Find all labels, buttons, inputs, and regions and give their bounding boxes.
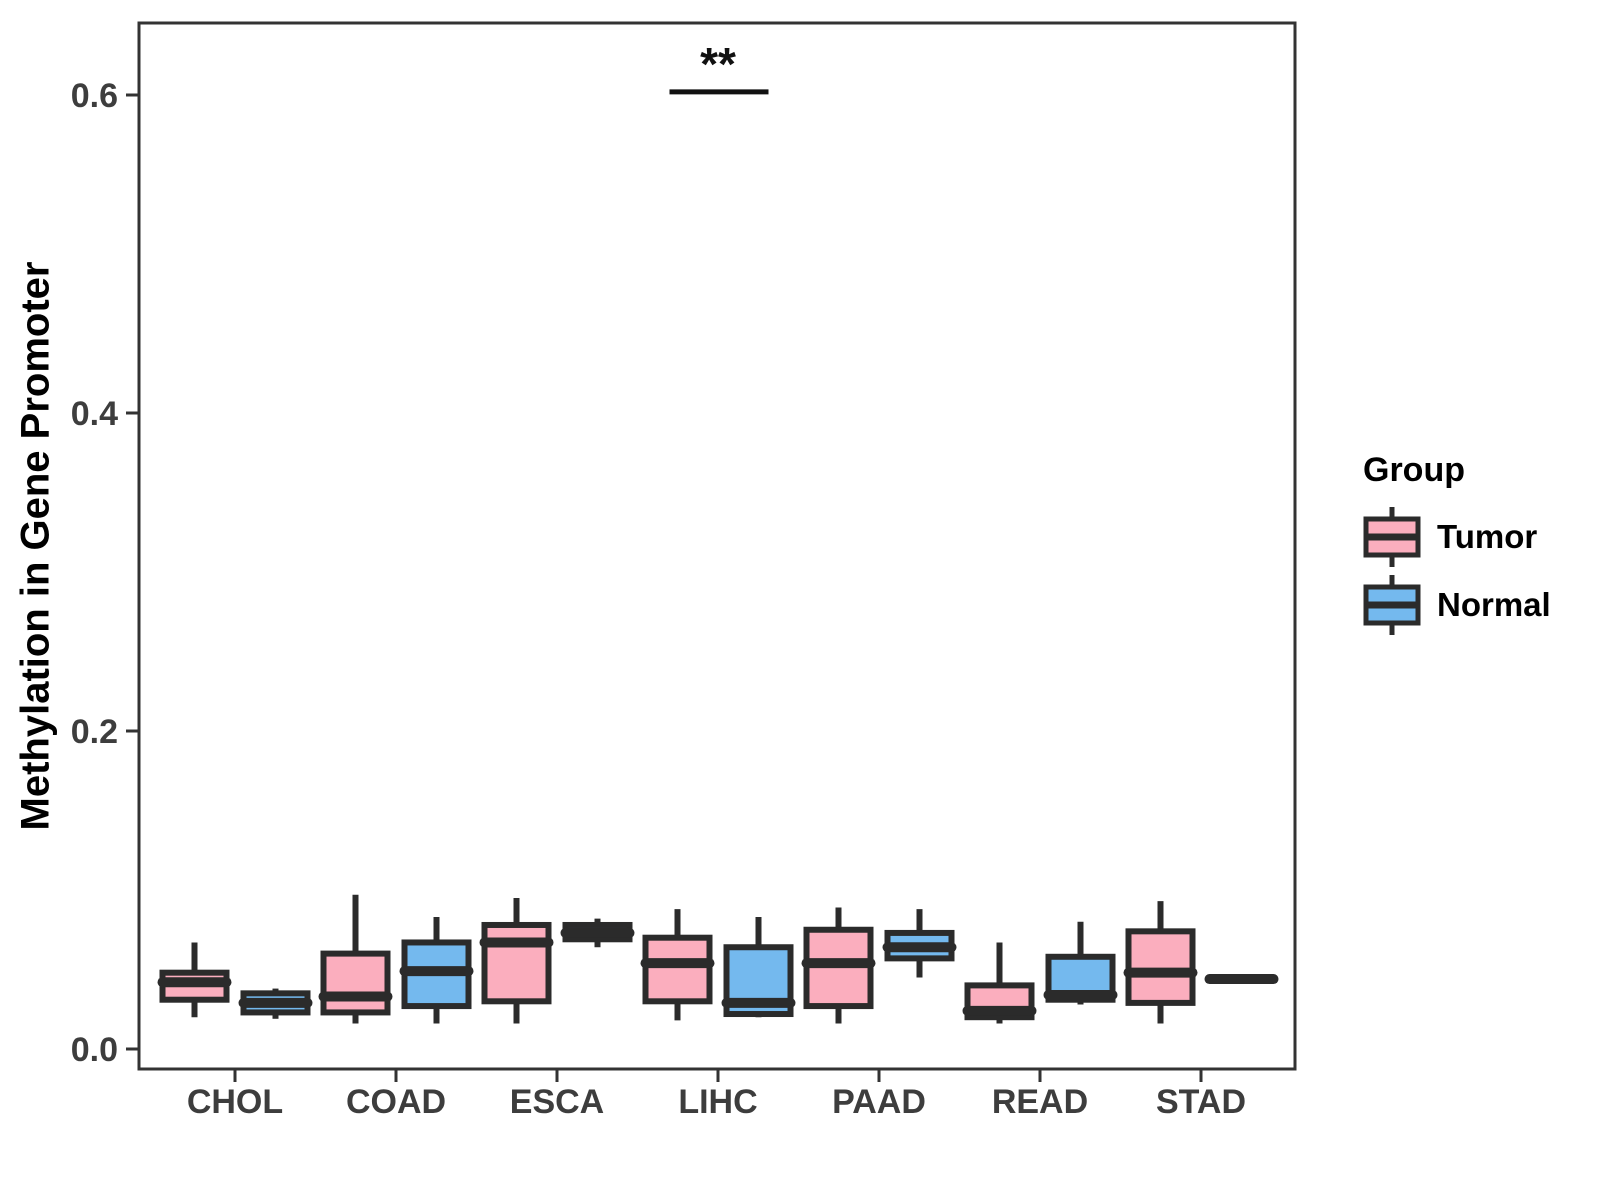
x-tick-label: PAAD [832, 1083, 926, 1121]
y-tick-label: 0.2 [71, 713, 118, 751]
significance-stars: ** [700, 38, 736, 90]
legend-label: Tumor [1437, 518, 1538, 556]
x-tick-label: COAD [346, 1083, 446, 1121]
y-tick-label: 0.0 [71, 1031, 118, 1069]
x-tick-label: LIHC [678, 1083, 757, 1121]
legend-entries: Tumor Normal [1363, 503, 1593, 639]
x-tick-label: READ [992, 1083, 1088, 1121]
x-tick-label: STAD [1156, 1083, 1246, 1121]
box-tumor [1125, 928, 1196, 1006]
legend-key-tumor-icon [1363, 507, 1421, 568]
legend-title: Group [1363, 451, 1465, 489]
panel-border [137, 21, 1297, 1071]
y-tick-label: 0.6 [71, 77, 118, 115]
legend-entry-tumor: Tumor [1363, 503, 1593, 571]
legend-entry-normal: Normal [1363, 571, 1593, 639]
y-tick-label: 0.4 [71, 395, 118, 433]
box-tumor [320, 950, 391, 1016]
legend-key-normal-icon [1363, 575, 1421, 636]
y-axis-title: Methylation in Gene Promoter [13, 261, 58, 831]
x-tick-label: ESCA [510, 1083, 604, 1121]
box-tumor [642, 934, 713, 1005]
legend: Group Tumor Normal [1363, 451, 1593, 639]
x-tick-label: CHOL [187, 1083, 283, 1121]
box-tumor [481, 921, 552, 1005]
legend-label: Normal [1437, 586, 1551, 624]
